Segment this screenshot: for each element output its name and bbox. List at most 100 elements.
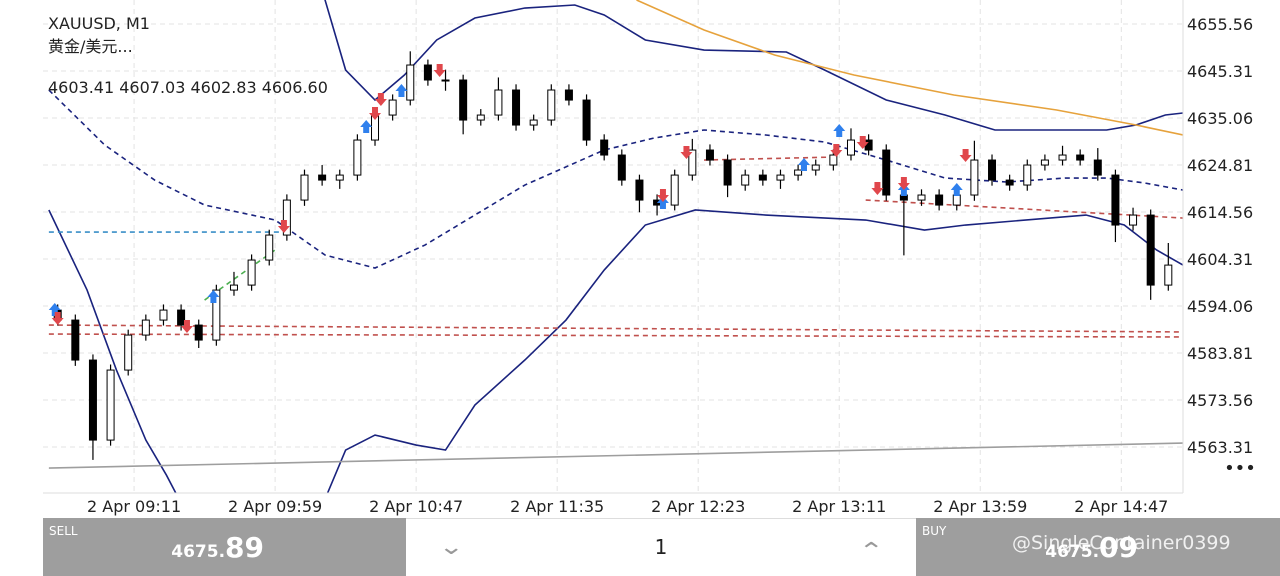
sell-price: 4675.89 xyxy=(171,531,264,564)
candle-body xyxy=(988,159,997,181)
candle-body xyxy=(141,319,150,336)
x-tick-label: 2 Apr 12:23 xyxy=(651,497,745,516)
decrease-button[interactable]: ⌄ xyxy=(438,535,465,560)
sell-price-big: 89 xyxy=(225,531,264,564)
candle-body xyxy=(300,174,309,201)
candle-body xyxy=(441,79,450,82)
indicator-line xyxy=(48,333,1183,338)
candle-body xyxy=(265,234,274,261)
y-tick-label: 4563.31 xyxy=(1187,438,1253,457)
sell-button[interactable]: SELL 4675.89 xyxy=(43,518,406,576)
candle-body xyxy=(159,309,168,321)
menu-button[interactable]: ••• xyxy=(1224,458,1256,479)
signal-arrow xyxy=(207,290,220,304)
signal-arrow xyxy=(830,143,843,157)
candle-body xyxy=(388,99,397,116)
candle-body xyxy=(1058,154,1067,161)
sell-price-small: 4675. xyxy=(171,542,226,562)
buy-price: 4675.09 xyxy=(1045,531,1138,564)
candle-body xyxy=(811,164,820,171)
candle-body xyxy=(406,64,415,101)
buy-button[interactable]: BUY 4675.09 xyxy=(916,518,1280,576)
candle-body xyxy=(1005,179,1014,186)
signal-arrow xyxy=(656,196,669,210)
candle-body xyxy=(635,179,644,201)
y-tick-label: 4624.81 xyxy=(1187,156,1253,175)
candle-body xyxy=(617,154,626,181)
axes: 4655.56 4645.31 4635.06 4624.81 4614.56 4604.… xyxy=(87,15,1253,516)
x-tick-label: 2 Apr 09:59 xyxy=(228,497,322,516)
candle-body xyxy=(705,149,714,161)
x-tick-label: 2 Apr 14:47 xyxy=(1074,497,1168,516)
candle-body xyxy=(71,319,80,361)
increase-button[interactable]: ⌃ xyxy=(857,539,884,564)
indicator-line xyxy=(704,156,837,161)
candle-body xyxy=(1093,159,1102,176)
candle-body xyxy=(917,194,926,201)
candle-body xyxy=(935,194,944,206)
candle-body xyxy=(318,174,327,181)
x-tick-label: 2 Apr 13:11 xyxy=(792,497,886,516)
candle-body xyxy=(1111,174,1120,226)
signal-arrow xyxy=(277,220,290,234)
signal-arrow xyxy=(680,146,693,160)
signal-arrow xyxy=(950,183,963,197)
candle-body xyxy=(423,64,432,81)
buy-price-big: 09 xyxy=(1099,531,1138,564)
indicator-line xyxy=(48,324,1183,333)
x-tick-label: 2 Apr 10:47 xyxy=(369,497,463,516)
candle-body xyxy=(776,174,785,181)
candle-body xyxy=(494,89,503,116)
candle-body xyxy=(970,159,979,196)
watermark: @SingleContainer0399 xyxy=(1012,532,1231,554)
x-tick-label: 2 Apr 13:59 xyxy=(933,497,1027,516)
signal-arrow xyxy=(856,136,869,150)
candle-body xyxy=(247,259,256,286)
candle-body xyxy=(512,89,521,126)
signal-arrow xyxy=(395,84,408,98)
y-tick-label: 4645.31 xyxy=(1187,62,1253,81)
y-tick-label: 4614.56 xyxy=(1187,203,1253,222)
signal-arrow xyxy=(797,158,810,172)
signal-arrow xyxy=(369,106,382,120)
candle-body xyxy=(476,114,485,121)
plot-area xyxy=(48,0,1183,493)
signal-arrow xyxy=(897,177,910,191)
indicator-line xyxy=(48,209,1183,493)
signal-arrow xyxy=(360,120,373,134)
candle-body xyxy=(1023,164,1032,186)
sell-label: SELL xyxy=(49,524,78,538)
candle-body xyxy=(177,309,186,326)
y-tick-label: 4594.06 xyxy=(1187,297,1253,316)
candle-body xyxy=(741,174,750,186)
candle-body xyxy=(529,119,538,126)
candle-body xyxy=(600,139,609,156)
candle-body xyxy=(106,369,115,441)
candle-body xyxy=(723,159,732,186)
candle-body xyxy=(952,194,961,206)
candle-body xyxy=(846,139,855,156)
candle-body xyxy=(882,149,891,196)
candle-body xyxy=(1076,154,1085,161)
y-tick-label: 4635.06 xyxy=(1187,109,1253,128)
indicator-line xyxy=(48,89,1183,269)
indicator-line xyxy=(636,0,1183,136)
volume-value[interactable]: 1 xyxy=(654,535,668,559)
candle-body xyxy=(564,89,573,101)
candle-body xyxy=(282,199,291,236)
candle-body xyxy=(229,284,238,291)
chart-subtitle: 黄金/美元... xyxy=(48,37,133,56)
candle-body xyxy=(1129,214,1138,226)
candle-body xyxy=(547,89,556,121)
buy-price-small: 4675. xyxy=(1045,542,1100,562)
indicator-line xyxy=(48,442,1183,469)
signal-arrow xyxy=(959,149,972,163)
signal-arrow xyxy=(871,182,884,196)
signal-arrow xyxy=(656,189,669,203)
candle-body xyxy=(864,139,873,151)
chart: 4655.56 4645.31 4635.06 4624.81 4614.56 4604.… xyxy=(43,0,1256,516)
candle-body xyxy=(670,174,679,206)
indicator-line xyxy=(204,249,276,301)
candle-body xyxy=(335,174,344,181)
signal-arrow xyxy=(51,312,64,326)
